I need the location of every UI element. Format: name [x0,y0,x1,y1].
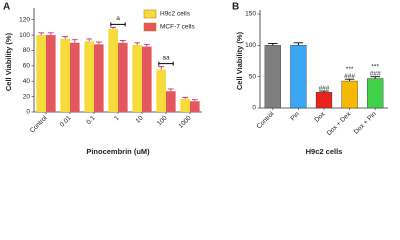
error-bar [182,96,189,99]
error-bar [319,90,329,93]
error-bar [47,32,54,36]
annotation: a [116,15,120,22]
bar [108,28,118,112]
bar [36,35,46,113]
bar [156,69,166,112]
bar [84,41,94,112]
y-tick-label: 20 [23,93,31,100]
figure: A Cell Viability (%) Pinocembrin (uM) 0 20 40… [3,2,388,156]
error-bar [344,78,355,82]
bar [190,101,200,112]
x-tick-label: Dox [314,110,328,124]
error-bar [86,38,93,42]
bar [118,42,128,113]
bar [132,45,142,113]
bar [180,98,190,112]
x-axis-label: H9c2 cells [306,147,343,156]
error-bar [143,43,150,47]
annotation: ### [319,85,330,92]
annotation: ### [344,73,355,80]
error-bar [167,88,174,92]
error-bar [95,41,102,45]
x-tick-label: Control [29,114,49,134]
significance-bracket [110,22,126,27]
legend-label: H9c2 cells [160,11,191,18]
x-tick-label: Dox + Dex [326,110,353,137]
legend-label: MCF-7 cells [160,24,195,31]
error-bar [62,36,69,39]
panel-label: B [232,2,239,13]
y-tick-label: 0 [26,109,30,116]
x-tick-label: 10 [135,114,145,124]
y-axis-label: Cell Viability (%) [235,31,244,90]
x-axis-label: Pinocembrin (uM) [86,147,150,156]
bar [166,91,176,112]
x-tick-label: Dox + Pin [353,110,378,135]
y-tick-label: 60 [23,63,31,70]
error-bar [71,39,78,43]
error-bar [158,66,165,70]
x-tick-label: Pin [289,110,301,122]
bar [94,44,104,112]
bar [46,35,56,113]
bar [264,45,281,109]
annotation: ### [370,70,381,77]
x-tick-label: 0.1 [85,114,97,126]
y-tick-label: 100 [245,42,256,49]
y-tick-label: 50 [249,73,257,80]
y-tick-label: 80 [23,47,31,54]
bar [315,92,333,109]
bar [60,38,70,112]
y-tick-label: 120 [19,16,30,23]
error-bar [370,76,380,79]
y-tick-label: 100 [19,32,30,39]
significance-bracket [158,61,174,66]
error-bar [293,42,304,46]
y-tick-label: 0 [252,105,256,112]
legend-swatch [143,22,157,32]
bar [70,42,80,113]
y-tick-label: 40 [23,78,31,85]
error-bar [119,40,126,43]
annotation: *** [371,63,379,70]
legend-swatch [143,9,157,19]
y-axis-label: Cell Viability (%) [4,32,13,91]
x-tick-label: 0.01 [59,114,73,128]
error-bar [38,32,45,36]
x-tick-label: Control [256,110,276,130]
bar [341,80,358,109]
x-tick-label: 1 [113,114,121,122]
x-tick-label: 1000 [177,114,192,129]
annotation: *** [346,66,354,73]
bar [142,46,152,112]
x-tick-label: 100 [156,114,169,127]
panel-label: A [3,2,10,13]
error-bar [268,43,278,46]
error-bar [191,99,198,102]
bar [367,78,384,109]
annotation: aa [162,54,170,61]
error-bar [134,42,141,46]
error-bar [110,26,117,29]
y-tick-label: 150 [245,11,256,18]
bar [290,45,307,109]
